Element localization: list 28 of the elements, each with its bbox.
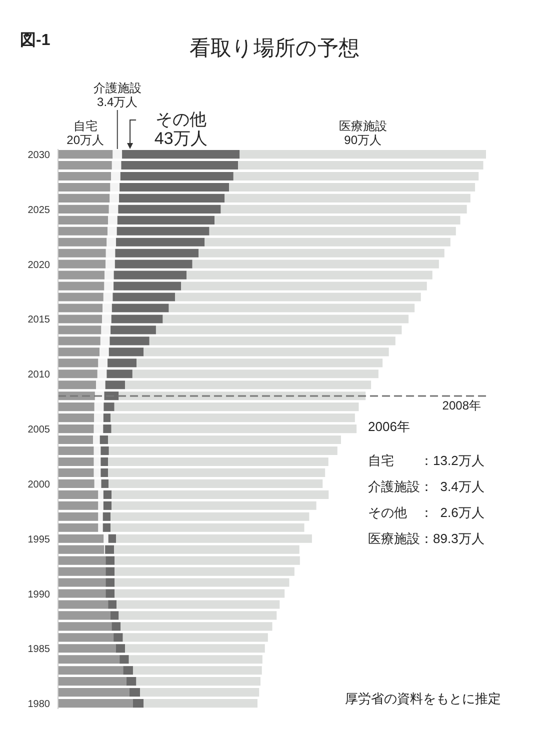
series-label: その他 bbox=[155, 110, 206, 129]
y-tick-label: 1980 bbox=[28, 699, 50, 710]
data-label: 3.4万人 bbox=[97, 95, 138, 109]
annotation: 医療施設：89.3万人 bbox=[368, 530, 484, 548]
annotation: 2006年 bbox=[368, 418, 410, 436]
y-tick-label: 1995 bbox=[28, 534, 50, 546]
annotation: その他 ： 2.6万人 bbox=[368, 504, 484, 522]
annotation: 介護施設： 3.4万人 bbox=[368, 478, 484, 496]
text: 図-1 bbox=[20, 31, 50, 51]
y-tick-label: 2030 bbox=[28, 150, 50, 162]
y-tick-label: 1985 bbox=[28, 644, 50, 656]
y-tick-label: 2015 bbox=[28, 314, 50, 326]
ref-line-label: 2008年 bbox=[442, 398, 481, 413]
chart-title: 看取り場所の予想 bbox=[190, 37, 360, 60]
annotation: 厚労省の資料をもとに推定 bbox=[345, 690, 501, 708]
annotation: 自宅 ：13.2万人 bbox=[368, 452, 484, 470]
text: 介護施設 bbox=[93, 81, 142, 95]
data-label: 20万人 bbox=[66, 133, 104, 147]
series-label: 自宅 bbox=[73, 119, 98, 133]
data-label: 90万人 bbox=[344, 133, 382, 147]
y-tick-label: 1990 bbox=[28, 589, 50, 600]
y-tick-label: 2000 bbox=[28, 479, 50, 490]
y-tick-label: 2010 bbox=[28, 370, 50, 381]
y-tick-label: 2025 bbox=[28, 204, 50, 216]
series-label: 医療施設 bbox=[338, 119, 387, 133]
y-tick-label: 2005 bbox=[28, 424, 50, 436]
data-label: 43万人 bbox=[154, 129, 208, 148]
y-tick-label: 2020 bbox=[28, 260, 50, 271]
